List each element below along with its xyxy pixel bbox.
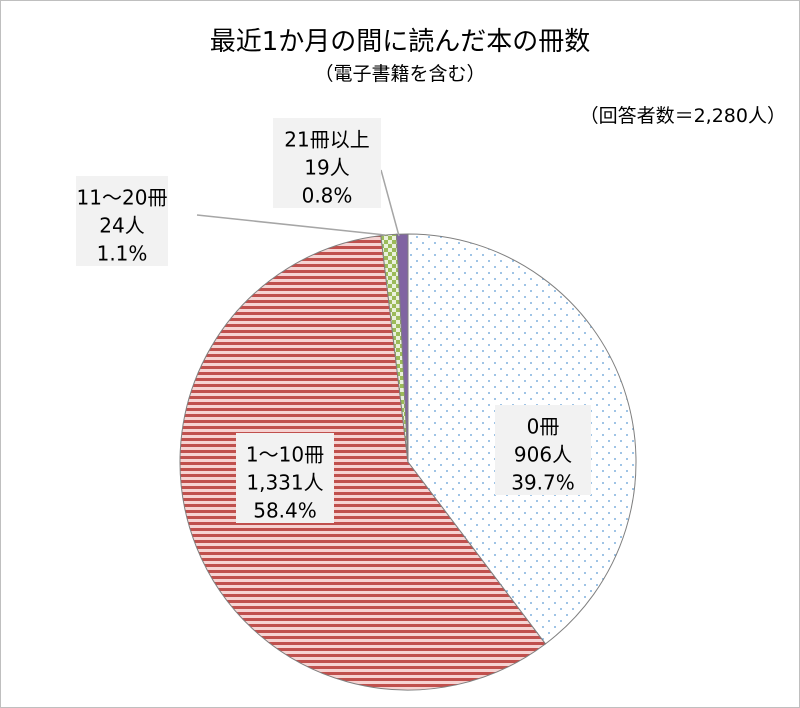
- respondent-note: （回答者数＝2,280人）: [580, 105, 786, 127]
- data-label-box: [76, 176, 168, 266]
- data-label-box: [236, 433, 334, 523]
- data-label-count: 1,331人: [246, 471, 323, 495]
- data-label-count: 19人: [304, 156, 349, 180]
- data-label-box: [495, 405, 591, 495]
- data-label-count: 906人: [514, 443, 572, 467]
- leader-line: [380, 169, 400, 237]
- data-label-box: [273, 118, 381, 208]
- data-label-count: 24人: [99, 214, 144, 238]
- data-label-percent: 0.8%: [302, 184, 353, 208]
- data-label-category: 11～20冊: [77, 186, 168, 210]
- data-label-category: 21冊以上: [284, 128, 369, 152]
- data-label-percent: 1.1%: [97, 242, 148, 266]
- data-label-category: 1～10冊: [246, 443, 324, 467]
- data-label-percent: 39.7%: [511, 471, 575, 495]
- pie-slice-1: [179, 235, 547, 691]
- leader-line: [196, 214, 386, 236]
- data-label-percent: 58.4%: [253, 499, 317, 523]
- data-label-category: 0冊: [527, 415, 560, 439]
- pie-slice-3: [396, 233, 409, 463]
- chart-title: 最近1か月の間に読んだ本の冊数: [210, 27, 591, 57]
- chart-subtitle: （電子書籍を含む）: [314, 63, 485, 85]
